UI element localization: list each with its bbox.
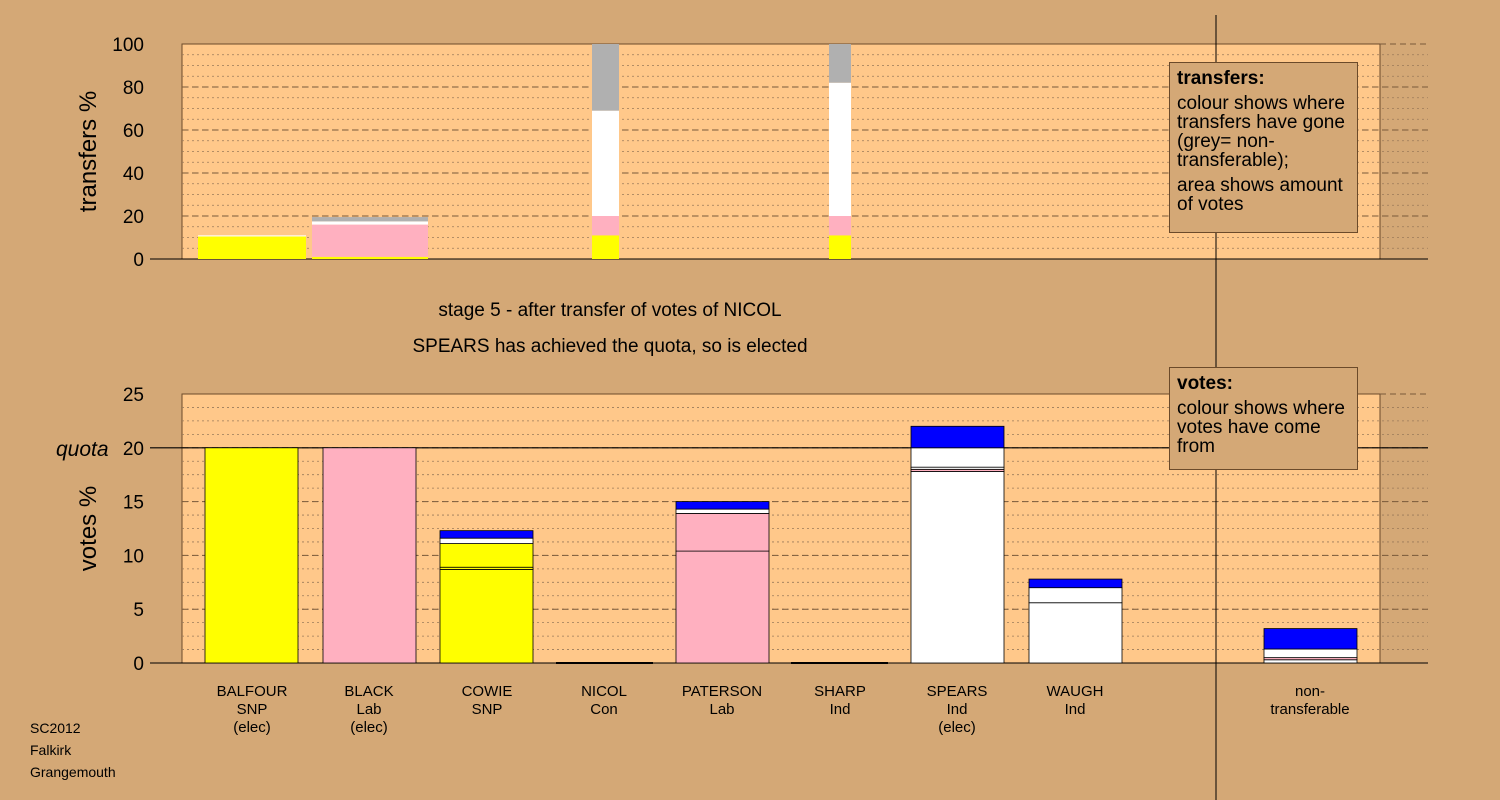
votes-bar-spears-segment-3 [910,447,1005,468]
candidate-name: NICOL [581,683,627,700]
transfers-y-axis-label: transfers % [75,91,102,212]
candidate-label-waugh: WAUGH Ind [1020,683,1130,719]
votes-y-tick-label: 0 [133,654,144,675]
candidate-name: SPEARS [926,683,988,700]
votes-bar-non-transferable-segment-3 [1263,628,1358,650]
candidate-label-paterson: PATERSON Lab [667,683,777,719]
transfers-y-tick-label: 0 [133,250,144,271]
candidate-status: (elec) [938,719,976,736]
footer-council: Falkirk [30,742,72,758]
votes-bar-paterson-segment-2 [675,508,770,514]
candidate-party: Lab [709,701,735,718]
candidate-name: PATERSON [681,683,763,700]
transfers-y-tick-label: 40 [123,164,144,185]
transfers-legend: transfers: colour shows where transfers … [1169,62,1358,233]
votes-bar-paterson-segment-1 [675,513,770,552]
candidate-party: Con [590,701,618,718]
footer-ward: Grangemouth [30,764,116,780]
votes-bar-paterson-segment-3 [675,501,770,510]
votes-y-tick-label: 20 [123,439,144,460]
transfers-y-tick-label: 60 [123,121,144,142]
votes-bar-spears-segment-4 [910,425,1005,449]
transfers-legend-line2: area shows amount of votes [1177,175,1343,215]
votes-y-tick-label: 25 [123,385,144,406]
candidate-name: WAUGH [1046,683,1104,700]
candidate-name: SHARP [814,683,866,700]
candidate-party: Lab [356,701,382,718]
transfers-bar-nicol-segment-2 [592,110,619,216]
candidate-name: BLACK [344,683,394,700]
transfers-bar-balfour-segment-0 [198,236,306,259]
transfers-bar-balfour-segment-1 [198,235,306,237]
transfers-bar-sharp-segment-1 [829,216,851,236]
transfers-y-tick-label: 80 [123,78,144,99]
transfers-legend-title: transfers: [1177,68,1265,89]
votes-y-tick-label: 5 [133,600,144,621]
candidate-label-cowie: COWIE SNP [432,683,542,719]
transfers-bar-nicol-segment-1 [592,216,619,236]
votes-bar-balfour-segment-0 [204,447,299,664]
candidate-label-nontransferable: non- transferable [1255,683,1365,719]
votes-bar-paterson-segment-0 [675,550,770,664]
votes-bar-non-transferable-segment-2 [1263,648,1358,659]
transfers-y-tick-label: 20 [123,207,144,228]
stage-title: stage 5 - after transfer of votes of NIC… [438,300,782,321]
votes-y-tick-label: 10 [123,546,144,567]
votes-bar-cowie-segment-0 [439,568,534,664]
transfers-bar-black-segment-0 [312,256,428,259]
transfers-bar-nicol-segment-0 [592,235,619,259]
votes-y-tick-label: 15 [123,493,144,514]
votes-bar-cowie-segment-2 [439,543,534,568]
candidate-status: (elec) [350,719,388,736]
votes-bar-cowie-segment-4 [439,530,534,539]
votes-bar-spears-segment-0 [910,471,1005,664]
nontransferable-line1: non- [1294,683,1326,700]
candidate-label-balfour: BALFOUR SNP (elec) [197,683,307,737]
votes-bar-waugh-segment-2 [1028,578,1123,589]
transfers-bar-black-segment-3 [312,217,428,222]
votes-bar-waugh-segment-1 [1028,587,1123,604]
stage-subtitle: SPEARS has achieved the quota, so is ele… [412,336,808,357]
votes-bar-black-segment-0 [322,447,417,664]
votes-y-axis-label: votes % [75,486,102,571]
votes-bar-waugh-segment-0 [1028,602,1123,664]
candidate-party: Ind [946,701,968,718]
candidate-label-nicol: NICOL Con [549,683,659,719]
transfers-bar-black-segment-1 [312,224,428,257]
transfers-bar-sharp-segment-2 [829,82,851,216]
votes-bar-cowie-segment-3 [439,537,534,544]
transfers-bar-sharp-segment-3 [829,44,851,83]
candidate-label-black: BLACK Lab (elec) [314,683,424,737]
votes-bar-non-transferable-segment-0 [1263,659,1358,664]
candidate-label-sharp: SHARP Ind [785,683,895,719]
candidate-party: SNP [471,701,503,718]
transfers-bar-black-segment-2 [312,221,428,225]
candidate-label-spears: SPEARS Ind (elec) [902,683,1012,737]
votes-legend-line1: colour shows where votes have come from [1177,398,1345,457]
candidate-party: Ind [1064,701,1086,718]
candidate-status: (elec) [233,719,271,736]
votes-legend-title: votes: [1177,373,1233,394]
votes-legend: votes: colour shows where votes have com… [1169,367,1358,470]
nontransferable-line2: transferable [1270,701,1350,718]
transfers-bar-sharp-segment-0 [829,235,851,259]
footer-election: SC2012 [30,720,81,736]
transfers-y-tick-label: 100 [112,35,144,56]
candidate-name: BALFOUR [216,683,288,700]
candidate-name: COWIE [461,683,513,700]
candidate-party: Ind [829,701,851,718]
transfers-bar-nicol-segment-3 [592,44,619,111]
votes-quota-label: quota [56,438,109,461]
transfers-legend-line1: colour shows where transfers have gone (… [1177,93,1345,171]
candidate-party: SNP [236,701,268,718]
